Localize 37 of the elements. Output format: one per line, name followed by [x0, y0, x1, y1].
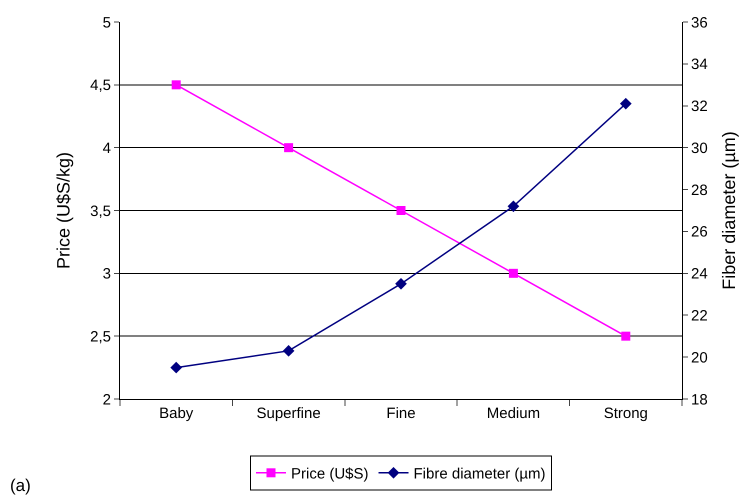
y2-tick-label: 32: [691, 98, 708, 116]
legend-label: Fibre diameter (µm): [414, 466, 546, 483]
y2-tick-label: 24: [691, 266, 708, 283]
y-tick-label: 4: [102, 140, 111, 157]
point: [508, 200, 520, 212]
y2-tick-label: 34: [691, 56, 708, 74]
point: [172, 80, 181, 90]
point: [620, 98, 632, 110]
x-tick-label: Medium: [486, 405, 540, 422]
y-tick-label: 4,5: [90, 77, 111, 94]
text: (a): [10, 476, 31, 495]
x-tick-label: Baby: [159, 405, 194, 422]
point: [508, 268, 518, 278]
point: [284, 143, 294, 152]
y-tick-label: 2,5: [90, 328, 111, 346]
y2-tick-label: 26: [691, 224, 708, 241]
x-tick-label: Superfine: [256, 405, 321, 422]
point: [621, 332, 630, 341]
point: [282, 344, 294, 357]
y2-axis-title: Fiber diameter (µm): [718, 131, 739, 290]
y2-tick-label: 30: [691, 140, 708, 157]
x-tick-label: Fine: [386, 405, 416, 422]
y2-tick-label: 22: [691, 307, 708, 324]
legend-label: Price (U$S): [291, 466, 369, 483]
y2-tick-label: 28: [691, 182, 708, 199]
y-tick-label: 3: [102, 266, 111, 283]
point: [396, 206, 406, 215]
y-tick-label: 2: [102, 391, 111, 408]
point: [395, 278, 407, 290]
y-tick-label: 3,5: [90, 202, 111, 220]
y2-tick-label: 18: [691, 391, 708, 408]
y2-tick-label: 20: [691, 349, 708, 366]
y-tick-label: 5: [102, 14, 111, 32]
y-axis-title: Price (U$S/kg): [53, 152, 74, 270]
x-tick-label: Strong: [604, 405, 648, 422]
y2-tick-label: 36: [691, 14, 708, 32]
point: [170, 362, 182, 374]
